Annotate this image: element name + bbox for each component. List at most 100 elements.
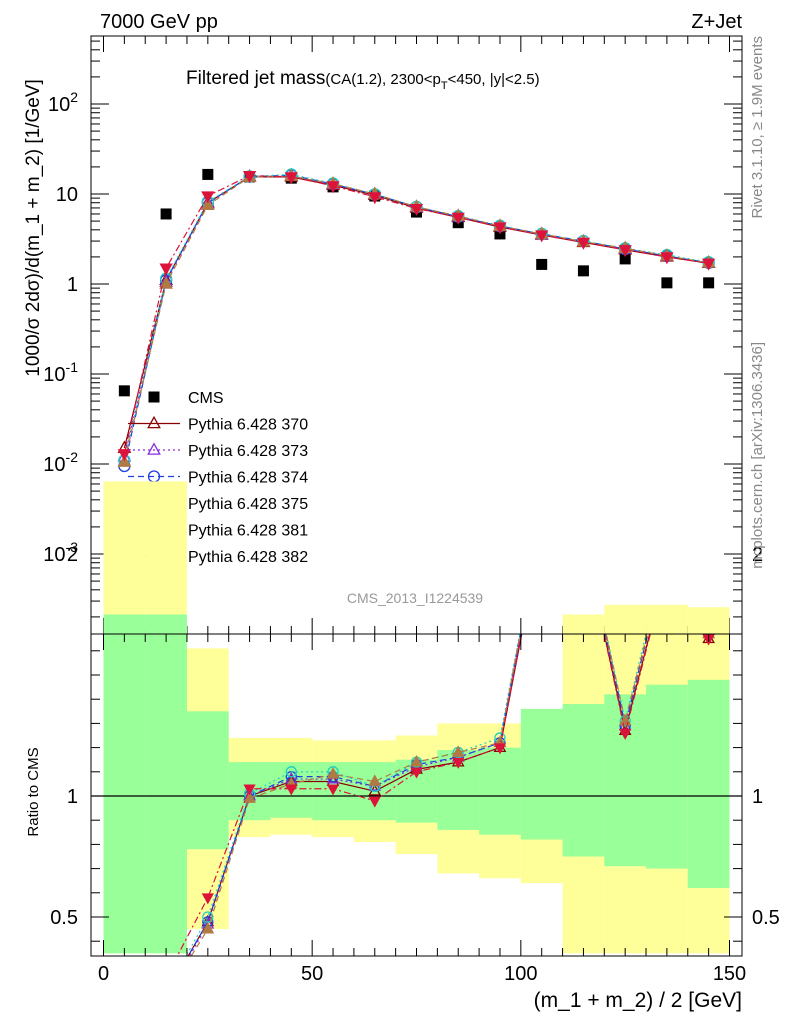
ratio-axis-ticks: 0.5 0.5 1 1 2 2 0 50 100 150 xyxy=(50,544,780,985)
ratio-point xyxy=(243,784,256,796)
data-point xyxy=(493,222,507,235)
ratio-y-tick-label-right: 1 xyxy=(752,786,763,808)
x-axis-label: (m_1 + m_2) / 2 [GeV] xyxy=(534,989,742,1012)
ratio-point xyxy=(410,755,423,767)
legend-label: CMS xyxy=(188,390,224,407)
ratio-point xyxy=(243,791,256,803)
ratio-point xyxy=(662,553,673,563)
series-line xyxy=(123,176,709,449)
legend-entry: CMS xyxy=(148,390,224,407)
ratio-series-layer xyxy=(176,512,715,956)
ratio-point xyxy=(285,766,297,778)
ratio-point xyxy=(619,728,632,740)
x-tick-label: 50 xyxy=(301,963,323,985)
ratio-point xyxy=(662,551,673,561)
ratio-y-tick-label-right: 2 xyxy=(752,544,763,566)
ratio-point xyxy=(537,513,547,523)
ratio-point xyxy=(536,512,547,522)
series-line xyxy=(123,174,709,467)
ratio-y-tick-label: 0.5 xyxy=(50,907,78,929)
data-point xyxy=(661,277,673,289)
ratio-point xyxy=(537,513,547,523)
data-point xyxy=(660,252,674,265)
data-point xyxy=(451,212,465,225)
data-point xyxy=(118,385,130,397)
ratio-point xyxy=(662,565,673,575)
data-point xyxy=(201,191,215,204)
data-point xyxy=(160,208,172,220)
legend-marker xyxy=(147,415,161,429)
data-point xyxy=(326,181,340,194)
data-point xyxy=(202,168,214,180)
ratio-point xyxy=(285,784,298,796)
ratio-point xyxy=(201,893,214,905)
ratio-point xyxy=(536,524,547,534)
x-tick-label: 150 xyxy=(713,963,746,985)
ratio-y-tick-label-right: 0.5 xyxy=(752,907,780,929)
legend-marker xyxy=(148,391,160,403)
side-label-rivet: Rivet 3.1.10, ≥ 1.9M events xyxy=(749,36,766,219)
ratio-line xyxy=(187,634,709,956)
ratio-y-axis-label: Ratio to CMS xyxy=(25,747,42,836)
data-point xyxy=(284,172,298,185)
ratio-series-group xyxy=(176,512,715,956)
legend-label: Pythia 6.428 381 xyxy=(188,523,308,540)
y-tick-label: 10-2 xyxy=(43,449,78,476)
y-tick-label: 10 xyxy=(56,184,78,206)
data-point xyxy=(618,245,632,258)
y-tick-label: 1 xyxy=(67,274,78,296)
legend-label: Pythia 6.428 370 xyxy=(188,417,308,434)
ratio-point xyxy=(662,551,672,561)
ratio-line xyxy=(176,634,710,956)
chart-title-sub-end: <450, |y|<2.5) xyxy=(448,71,540,88)
ratio-point xyxy=(452,757,465,769)
data-point xyxy=(576,237,591,250)
chart-title-main: Filtered jet mass xyxy=(186,68,325,89)
y-tick-label: 10-3 xyxy=(43,539,78,566)
data-point xyxy=(536,258,548,270)
chart-title-sub-T: T xyxy=(441,80,448,92)
chart-title-sub: (CA(1.2), 2300<p xyxy=(325,71,440,88)
ratio-panel: 0.5 0.5 1 1 2 2 0 50 100 150 Ratio to CMS (m_1 + … xyxy=(25,481,780,1012)
data-point xyxy=(702,258,716,271)
ratio-point xyxy=(201,922,215,934)
main-panel-frame xyxy=(90,35,743,635)
x-tick-label: 100 xyxy=(504,963,537,985)
data-point xyxy=(619,253,631,265)
analysis-label: CMS_2013_I1224539 xyxy=(347,590,483,606)
band-green xyxy=(687,679,730,888)
legend: CMS Pythia 6.428 370 Pythia 6.428 373 Pythi… xyxy=(128,390,308,566)
band-green xyxy=(145,614,187,954)
legend-label: Pythia 6.428 375 xyxy=(188,496,308,513)
data-point xyxy=(577,265,589,277)
ratio-point xyxy=(662,560,673,570)
y-axis-label: 1000/σ 2dσ)/d(m_1 + m_2) [1/GeV] xyxy=(23,79,44,377)
ratio-point xyxy=(368,774,382,786)
ratio-series-pythia-6-428-382 xyxy=(176,521,715,956)
ratio-point xyxy=(578,525,588,535)
ratio-point xyxy=(578,533,589,543)
ratio-point xyxy=(578,526,589,536)
side-label-mcplots: mcplots.cern.ch [arXiv:1306.3436] xyxy=(749,342,766,569)
collision-label: 7000 GeV pp xyxy=(100,11,218,33)
legend-marker xyxy=(147,442,161,455)
data-point xyxy=(535,230,549,243)
ratio-point xyxy=(368,796,381,808)
ratio-point xyxy=(202,911,214,923)
legend-label: Pythia 6.428 373 xyxy=(188,443,308,460)
ratio-point xyxy=(578,524,589,534)
x-tick-label: 0 xyxy=(98,963,109,985)
legend-label: Pythia 6.428 374 xyxy=(188,470,308,487)
band-green xyxy=(479,747,521,835)
data-point xyxy=(703,277,715,289)
data-point xyxy=(117,449,131,462)
ratio-point xyxy=(493,743,507,755)
ratio-y-tick-label: 2 xyxy=(67,544,78,566)
y-tick-label: 10-1 xyxy=(43,359,78,386)
band-green xyxy=(103,614,146,954)
ratio-point xyxy=(326,784,340,796)
ratio-point xyxy=(536,521,547,531)
data-point xyxy=(242,171,257,183)
series-line xyxy=(123,175,709,458)
